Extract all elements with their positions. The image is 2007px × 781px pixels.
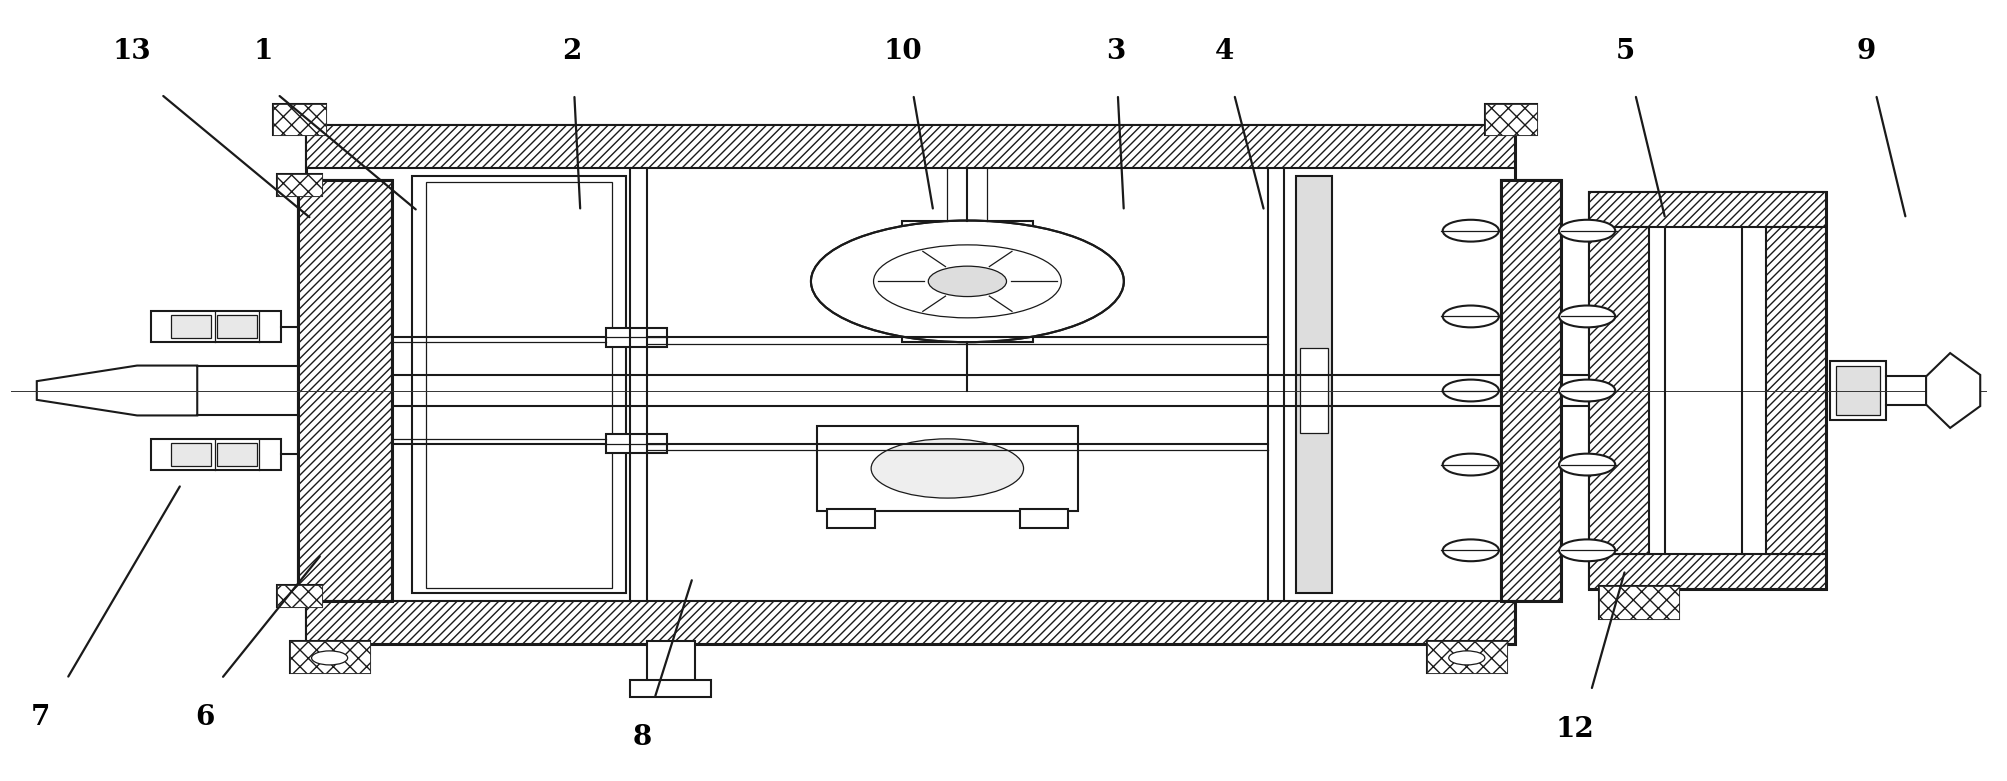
Bar bbox=[273, 104, 325, 135]
Bar bbox=[277, 173, 321, 195]
Text: 8: 8 bbox=[632, 724, 652, 751]
Bar bbox=[277, 173, 321, 195]
Bar bbox=[171, 443, 211, 466]
Bar bbox=[1501, 180, 1561, 601]
Bar bbox=[1836, 366, 1881, 415]
Bar bbox=[903, 220, 1032, 342]
Bar bbox=[817, 426, 1078, 512]
Text: 9: 9 bbox=[1856, 37, 1875, 65]
Text: 2: 2 bbox=[562, 37, 582, 65]
Bar bbox=[606, 434, 666, 453]
Bar bbox=[1590, 191, 1826, 226]
Bar bbox=[903, 451, 991, 486]
Bar bbox=[1590, 191, 1826, 590]
Bar bbox=[305, 126, 1515, 644]
Bar bbox=[606, 328, 666, 347]
Bar bbox=[217, 315, 257, 338]
Bar bbox=[425, 181, 612, 588]
Circle shape bbox=[871, 439, 1024, 498]
Bar bbox=[171, 315, 211, 338]
Circle shape bbox=[929, 266, 1006, 297]
Bar bbox=[277, 586, 321, 608]
Bar bbox=[1590, 555, 1826, 590]
Bar bbox=[1501, 180, 1561, 601]
Text: 5: 5 bbox=[1616, 37, 1636, 65]
Polygon shape bbox=[36, 366, 197, 415]
Circle shape bbox=[1443, 219, 1499, 241]
Circle shape bbox=[873, 245, 1062, 318]
Bar bbox=[217, 443, 257, 466]
Bar bbox=[1297, 176, 1333, 594]
Bar bbox=[289, 640, 369, 673]
Bar bbox=[1485, 104, 1537, 135]
Text: 12: 12 bbox=[1555, 716, 1594, 744]
Circle shape bbox=[1443, 540, 1499, 562]
Bar bbox=[1427, 640, 1507, 673]
Bar bbox=[151, 439, 281, 470]
Circle shape bbox=[311, 651, 347, 665]
Bar bbox=[1830, 361, 1887, 420]
Bar bbox=[630, 679, 710, 697]
Bar bbox=[305, 601, 1515, 644]
Bar bbox=[1600, 587, 1680, 619]
Circle shape bbox=[1443, 454, 1499, 476]
Bar bbox=[297, 180, 391, 601]
Bar bbox=[1600, 587, 1680, 619]
Circle shape bbox=[1559, 540, 1616, 562]
Circle shape bbox=[1559, 219, 1616, 241]
Circle shape bbox=[1559, 454, 1616, 476]
Circle shape bbox=[1559, 305, 1616, 327]
Bar bbox=[1427, 640, 1507, 673]
Bar bbox=[1020, 509, 1068, 529]
Text: 6: 6 bbox=[195, 704, 215, 732]
Bar bbox=[289, 640, 369, 673]
Polygon shape bbox=[1927, 353, 1981, 428]
Bar bbox=[827, 509, 875, 529]
Bar bbox=[1485, 104, 1537, 135]
Text: 7: 7 bbox=[32, 704, 50, 732]
Bar bbox=[297, 180, 391, 601]
Bar bbox=[411, 176, 626, 594]
Circle shape bbox=[1449, 651, 1485, 665]
Bar bbox=[1590, 226, 1650, 555]
Text: 10: 10 bbox=[883, 37, 923, 65]
Bar bbox=[646, 640, 694, 683]
Bar bbox=[1301, 348, 1329, 433]
Circle shape bbox=[811, 220, 1124, 342]
Circle shape bbox=[1443, 380, 1499, 401]
Bar bbox=[277, 586, 321, 608]
Text: 3: 3 bbox=[1106, 37, 1126, 65]
Text: 1: 1 bbox=[253, 37, 273, 65]
Circle shape bbox=[1443, 305, 1499, 327]
Bar bbox=[1766, 226, 1826, 555]
Text: 13: 13 bbox=[112, 37, 151, 65]
Circle shape bbox=[1559, 380, 1616, 401]
Bar bbox=[273, 104, 325, 135]
Bar bbox=[305, 126, 1515, 169]
Bar bbox=[151, 311, 281, 342]
Text: 4: 4 bbox=[1214, 37, 1234, 65]
